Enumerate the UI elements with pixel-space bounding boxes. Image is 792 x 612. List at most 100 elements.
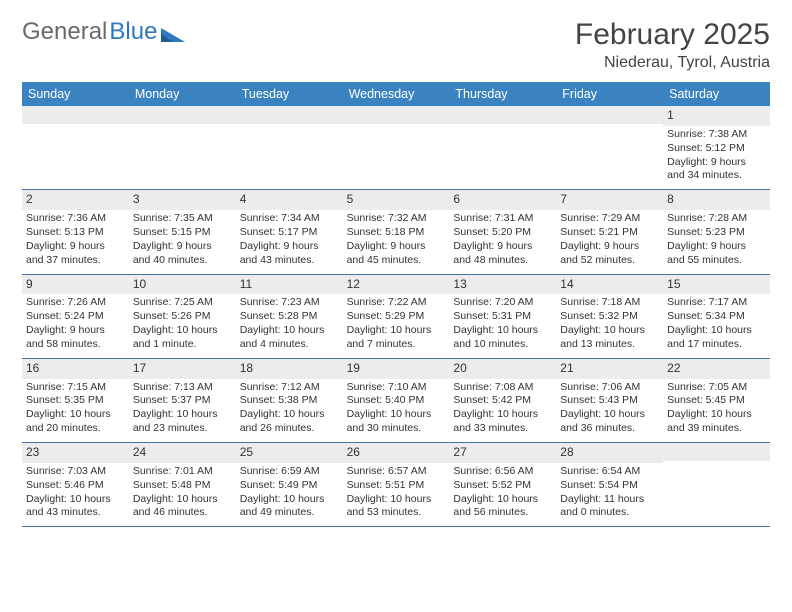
calendar-cell <box>236 106 343 189</box>
day-head-wed: Wednesday <box>343 82 450 106</box>
day-detail-line: Sunset: 5:32 PM <box>560 310 659 324</box>
calendar-cell <box>663 443 770 526</box>
day-number <box>556 106 663 124</box>
day-detail-line: Sunrise: 7:08 AM <box>453 381 552 395</box>
day-number: 19 <box>343 359 450 379</box>
day-number <box>343 106 450 124</box>
day-detail-line: and 7 minutes. <box>347 338 446 352</box>
day-details <box>129 124 236 132</box>
day-detail-line: Daylight: 9 hours <box>240 240 339 254</box>
day-detail-line: Sunset: 5:43 PM <box>560 394 659 408</box>
calendar-cell: 2Sunrise: 7:36 AMSunset: 5:13 PMDaylight… <box>22 190 129 273</box>
day-number: 17 <box>129 359 236 379</box>
day-detail-line: Daylight: 9 hours <box>26 324 125 338</box>
day-details: Sunrise: 7:26 AMSunset: 5:24 PMDaylight:… <box>22 294 129 357</box>
day-detail-line: and 13 minutes. <box>560 338 659 352</box>
calendar-cell <box>556 106 663 189</box>
day-details: Sunrise: 7:13 AMSunset: 5:37 PMDaylight:… <box>129 379 236 442</box>
day-details: Sunrise: 7:31 AMSunset: 5:20 PMDaylight:… <box>449 210 556 273</box>
day-details: Sunrise: 6:56 AMSunset: 5:52 PMDaylight:… <box>449 463 556 526</box>
day-detail-line: and 1 minute. <box>133 338 232 352</box>
day-number: 26 <box>343 443 450 463</box>
day-detail-line: and 23 minutes. <box>133 422 232 436</box>
day-detail-line: Daylight: 10 hours <box>667 408 766 422</box>
day-detail-line: Daylight: 9 hours <box>560 240 659 254</box>
day-detail-line: Sunrise: 7:15 AM <box>26 381 125 395</box>
day-detail-line: Sunrise: 7:26 AM <box>26 296 125 310</box>
calendar-day-header: Sunday Monday Tuesday Wednesday Thursday… <box>22 82 770 106</box>
day-detail-line: and 56 minutes. <box>453 506 552 520</box>
day-detail-line: Sunset: 5:29 PM <box>347 310 446 324</box>
day-detail-line: Daylight: 10 hours <box>240 493 339 507</box>
day-head-thu: Thursday <box>449 82 556 106</box>
day-detail-line: Sunrise: 7:34 AM <box>240 212 339 226</box>
calendar-cell <box>449 106 556 189</box>
day-detail-line: Sunset: 5:13 PM <box>26 226 125 240</box>
day-details: Sunrise: 7:08 AMSunset: 5:42 PMDaylight:… <box>449 379 556 442</box>
day-detail-line: and 58 minutes. <box>26 338 125 352</box>
day-number: 2 <box>22 190 129 210</box>
day-detail-line: and 30 minutes. <box>347 422 446 436</box>
day-details: Sunrise: 7:12 AMSunset: 5:38 PMDaylight:… <box>236 379 343 442</box>
day-detail-line: and 40 minutes. <box>133 254 232 268</box>
day-number: 14 <box>556 275 663 295</box>
day-detail-line: Sunrise: 7:10 AM <box>347 381 446 395</box>
calendar-week: 16Sunrise: 7:15 AMSunset: 5:35 PMDayligh… <box>22 359 770 443</box>
day-detail-line: and 49 minutes. <box>240 506 339 520</box>
calendar-cell: 16Sunrise: 7:15 AMSunset: 5:35 PMDayligh… <box>22 359 129 442</box>
day-detail-line: Sunset: 5:24 PM <box>26 310 125 324</box>
calendar-cell: 1Sunrise: 7:38 AMSunset: 5:12 PMDaylight… <box>663 106 770 189</box>
day-detail-line: Sunset: 5:21 PM <box>560 226 659 240</box>
day-detail-line: Daylight: 10 hours <box>560 408 659 422</box>
day-detail-line: Sunrise: 7:03 AM <box>26 465 125 479</box>
day-details <box>449 124 556 132</box>
day-details <box>22 124 129 132</box>
day-head-tue: Tuesday <box>236 82 343 106</box>
day-detail-line: Daylight: 10 hours <box>347 408 446 422</box>
calendar-cell: 17Sunrise: 7:13 AMSunset: 5:37 PMDayligh… <box>129 359 236 442</box>
day-detail-line: and 0 minutes. <box>560 506 659 520</box>
calendar-cell <box>343 106 450 189</box>
day-detail-line: and 48 minutes. <box>453 254 552 268</box>
day-detail-line: Daylight: 9 hours <box>667 240 766 254</box>
day-details: Sunrise: 7:01 AMSunset: 5:48 PMDaylight:… <box>129 463 236 526</box>
day-details: Sunrise: 6:57 AMSunset: 5:51 PMDaylight:… <box>343 463 450 526</box>
day-detail-line: Daylight: 10 hours <box>133 408 232 422</box>
day-number: 27 <box>449 443 556 463</box>
day-detail-line: Sunrise: 7:29 AM <box>560 212 659 226</box>
calendar-cell: 26Sunrise: 6:57 AMSunset: 5:51 PMDayligh… <box>343 443 450 526</box>
day-number: 3 <box>129 190 236 210</box>
day-detail-line: Daylight: 9 hours <box>667 156 766 170</box>
day-detail-line: Sunset: 5:51 PM <box>347 479 446 493</box>
calendar-cell: 7 Sunrise: 7:29 AMSunset: 5:21 PMDaylight… <box>556 190 663 273</box>
day-detail-line: Daylight: 10 hours <box>133 324 232 338</box>
day-detail-line: Daylight: 9 hours <box>347 240 446 254</box>
flag-icon <box>161 24 187 44</box>
calendar-cell <box>22 106 129 189</box>
day-detail-line: Sunrise: 6:57 AM <box>347 465 446 479</box>
day-details: Sunrise: 7:34 AMSunset: 5:17 PMDaylight:… <box>236 210 343 273</box>
day-detail-line: Sunrise: 7:25 AM <box>133 296 232 310</box>
day-detail-line: Sunset: 5:31 PM <box>453 310 552 324</box>
day-number: 5 <box>343 190 450 210</box>
day-detail-line: Sunrise: 7:20 AM <box>453 296 552 310</box>
brand-part1: General <box>22 18 107 46</box>
day-details <box>556 124 663 132</box>
day-number: 12 <box>343 275 450 295</box>
day-detail-line: Daylight: 10 hours <box>347 493 446 507</box>
day-number: 8 <box>663 190 770 210</box>
calendar-cell: 9Sunrise: 7:26 AMSunset: 5:24 PMDaylight… <box>22 275 129 358</box>
brand-logo: GeneralBlue <box>22 18 187 46</box>
day-detail-line: and 33 minutes. <box>453 422 552 436</box>
day-number: 7 <box>556 190 663 210</box>
day-detail-line: Sunrise: 7:35 AM <box>133 212 232 226</box>
day-detail-line: and 36 minutes. <box>560 422 659 436</box>
day-detail-line: Sunset: 5:48 PM <box>133 479 232 493</box>
day-detail-line: Daylight: 10 hours <box>347 324 446 338</box>
day-number <box>236 106 343 124</box>
calendar-cell: 12Sunrise: 7:22 AMSunset: 5:29 PMDayligh… <box>343 275 450 358</box>
calendar-cell: 8Sunrise: 7:28 AMSunset: 5:23 PMDaylight… <box>663 190 770 273</box>
day-detail-line: and 26 minutes. <box>240 422 339 436</box>
day-details: Sunrise: 7:15 AMSunset: 5:35 PMDaylight:… <box>22 379 129 442</box>
day-details: Sunrise: 7:23 AMSunset: 5:28 PMDaylight:… <box>236 294 343 357</box>
